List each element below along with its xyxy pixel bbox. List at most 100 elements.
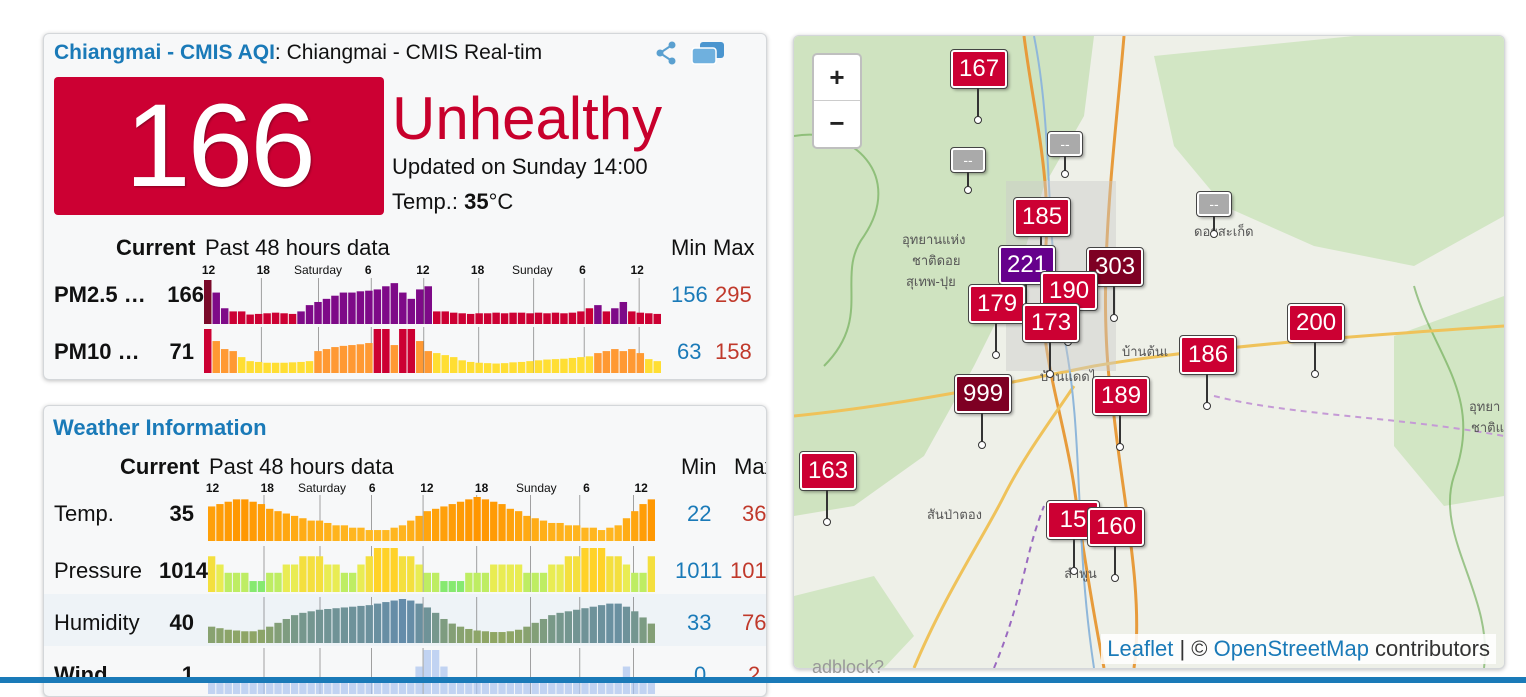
weather-col-past: Past 48 hours data	[209, 454, 394, 479]
pressure-row-min: 1011	[675, 558, 723, 583]
spark-bar	[249, 501, 257, 541]
spark-bar	[523, 626, 531, 643]
spark-bar	[589, 606, 597, 643]
openstreetmap-link[interactable]: OpenStreetMap	[1213, 636, 1369, 661]
spark-bar	[424, 286, 432, 324]
spark-bar	[249, 581, 257, 592]
spark-bar	[611, 349, 619, 373]
spark-bar	[348, 345, 356, 373]
spark-bar	[456, 501, 465, 541]
spark-bar	[331, 347, 339, 373]
marker-label[interactable]: --	[950, 147, 986, 173]
spark-bar	[543, 359, 551, 373]
pm25-sparkline[interactable]	[204, 278, 662, 324]
pm25-label[interactable]: PM2.5 …	[54, 282, 146, 307]
marker-label[interactable]: 200	[1286, 303, 1346, 343]
spark-bar	[449, 357, 458, 373]
spark-bar	[631, 511, 639, 541]
spark-bar	[564, 556, 573, 592]
tick-label: 12	[201, 263, 216, 277]
marker-label[interactable]: 221	[997, 245, 1057, 285]
spark-bar	[509, 312, 517, 324]
spark-bar	[585, 308, 594, 324]
spark-bar	[290, 683, 299, 694]
pressure-sparkline[interactable]	[208, 546, 656, 592]
marker-label[interactable]: 190	[1039, 271, 1099, 311]
marker-label[interactable]: 186	[1178, 335, 1238, 375]
spark-bar	[424, 351, 432, 373]
marker-label[interactable]: 179	[967, 284, 1027, 324]
leaflet-link[interactable]: Leaflet	[1107, 636, 1174, 661]
zoom-in-button[interactable]: +	[814, 55, 860, 101]
pm10-sparkline[interactable]	[204, 327, 662, 373]
share-icon[interactable]	[654, 40, 678, 66]
tick-label: Sunday	[511, 263, 553, 277]
temp-sparkline[interactable]	[208, 495, 656, 541]
spark-bar	[498, 683, 506, 694]
marker-label[interactable]: 160	[1086, 507, 1146, 547]
temp-row-max: 36	[742, 501, 767, 526]
wind-row-current: 1	[181, 662, 194, 687]
spark-bar	[249, 683, 257, 694]
spark-bar	[448, 623, 456, 643]
map-label: อุทยา	[1469, 399, 1501, 414]
spark-bar	[399, 329, 407, 373]
pressure-row-max: 1015	[730, 558, 767, 583]
spark-bar	[357, 527, 365, 541]
copy-icon[interactable]	[690, 40, 726, 66]
weather-col-current: Current	[120, 454, 200, 479]
spark-bar	[475, 313, 483, 324]
marker-label[interactable]: 185	[1012, 197, 1072, 237]
spark-bar	[398, 683, 407, 694]
map-panel[interactable]: อุทยานแห่ง ชาติดอย สุเทพ-ปุย ดอยสะเก็ด ส…	[793, 35, 1505, 669]
spark-bar	[423, 511, 431, 541]
spark-bar	[266, 626, 274, 643]
spark-bar	[517, 361, 526, 373]
tick-label: 6	[579, 263, 586, 277]
spark-bar	[466, 313, 475, 324]
spark-bar	[322, 298, 331, 324]
spark-bar	[611, 308, 619, 324]
spark-bar	[581, 608, 589, 643]
spark-bar	[631, 572, 639, 592]
aqi-card-header: Chiangmai - CMIS AQI: Chiangmai - CMIS R…	[44, 34, 610, 74]
marker-label[interactable]: 167	[949, 49, 1009, 89]
wind-sparkline[interactable]	[208, 648, 656, 694]
humidity-sparkline[interactable]	[208, 597, 656, 643]
marker-dot	[978, 441, 986, 449]
map-tiles[interactable]	[794, 36, 1504, 668]
spark-bar	[415, 603, 423, 643]
marker-label[interactable]: 163	[798, 451, 858, 491]
spark-bar	[212, 341, 220, 373]
marker-label[interactable]: 189	[1091, 376, 1151, 416]
spark-bar	[407, 600, 415, 643]
marker-label[interactable]: 173	[1021, 303, 1081, 343]
spark-bar	[257, 581, 266, 592]
map-label: ลำพูน	[1064, 566, 1097, 581]
zoom-out-button[interactable]: −	[829, 108, 845, 138]
pm10-min: 63	[677, 339, 702, 364]
spark-bar	[602, 351, 611, 373]
spark-bar	[390, 548, 398, 592]
spark-bar	[263, 362, 271, 373]
spark-bar	[274, 622, 282, 643]
spark-bar	[602, 311, 611, 324]
spark-bar	[606, 603, 614, 643]
spark-bar	[483, 313, 492, 324]
marker-label[interactable]: --	[1047, 131, 1083, 157]
spark-bar	[564, 525, 573, 541]
marker-label[interactable]: --	[1196, 191, 1232, 217]
spark-bar	[274, 683, 282, 694]
spark-bar	[473, 630, 481, 643]
marker-dot	[1311, 370, 1319, 378]
weather-time-axis: 12 18 Saturday 6 12 18 Sunday 6 12	[206, 481, 664, 495]
marker-dot	[992, 351, 1000, 359]
spark-bar	[573, 525, 581, 541]
pm10-label[interactable]: PM10 …	[54, 339, 140, 364]
spark-bar	[639, 572, 647, 592]
spark-bar	[589, 548, 597, 592]
station-link[interactable]: Chiangmai - CMIS AQI	[54, 41, 275, 64]
spark-bar	[307, 683, 315, 694]
marker-dot	[1110, 314, 1118, 322]
marker-label[interactable]: 999	[953, 374, 1013, 414]
